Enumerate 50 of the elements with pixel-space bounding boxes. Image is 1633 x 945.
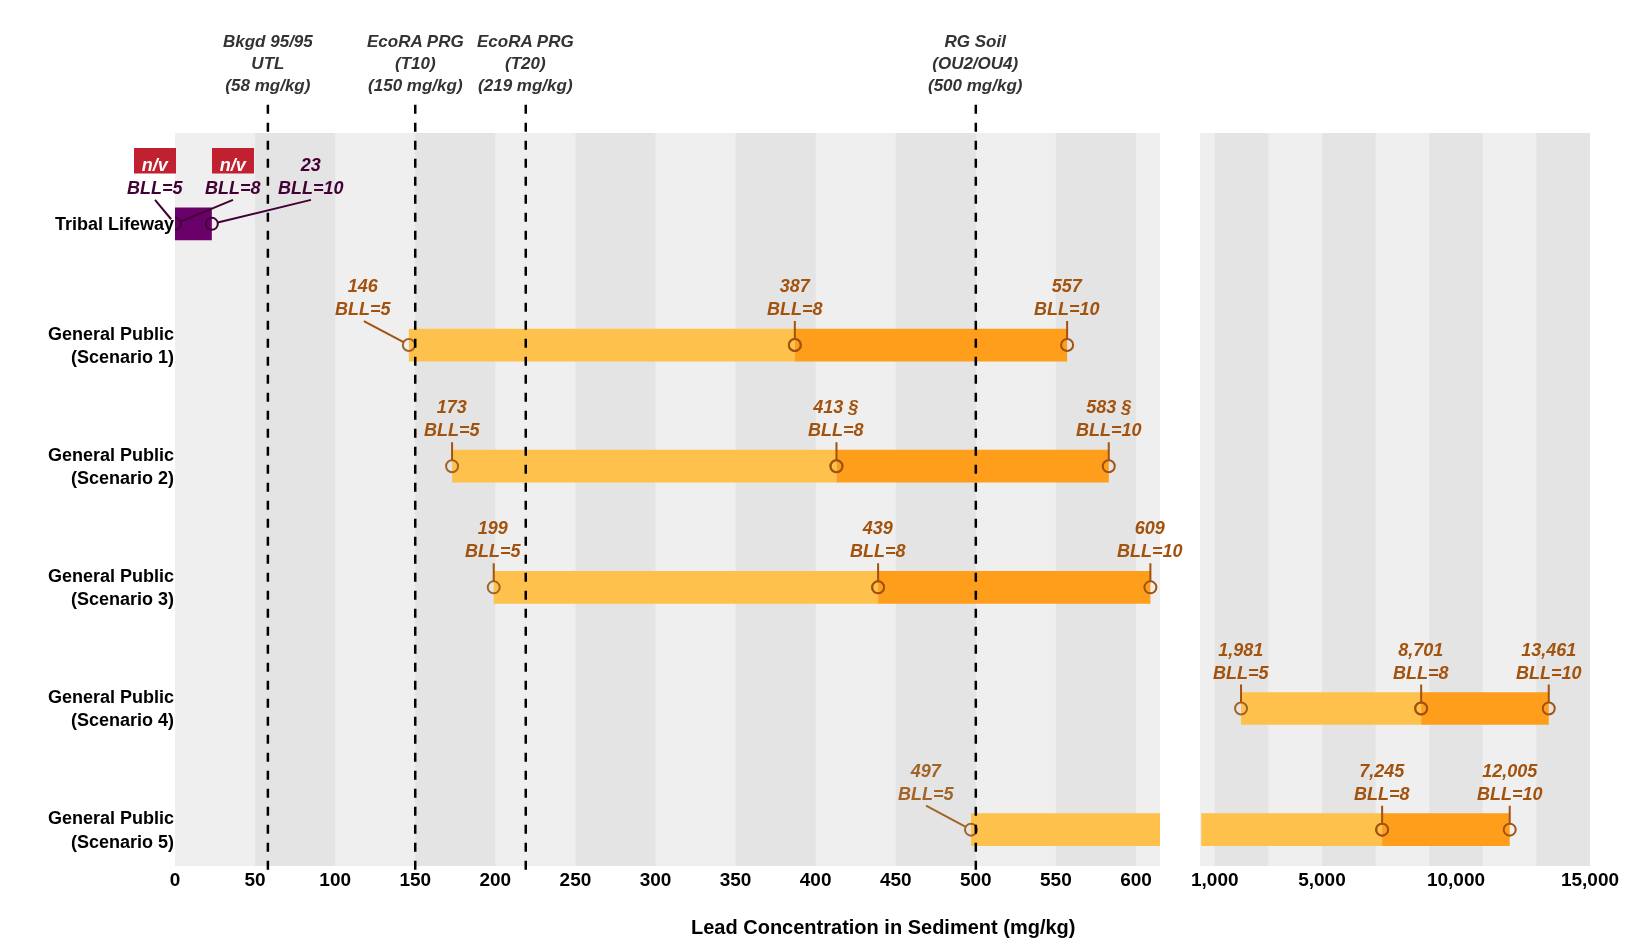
annotation: 13,461 BLL=10 — [1516, 640, 1582, 684]
x-tick-label: 450 — [879, 869, 912, 890]
x-axis-title: Lead Concentration in Sediment (mg/kg) — [691, 916, 1076, 938]
y-tick-label: General Public (Scenario 2) — [47, 444, 174, 489]
bar — [1421, 692, 1549, 725]
x-tick-label: 200 — [479, 869, 512, 890]
y-tick-label: General Public (Scenario 5) — [47, 808, 174, 852]
annotation: 1,981 BLL=5 — [1213, 640, 1270, 684]
annotation: n/v BLL=8 — [205, 155, 261, 199]
x-tick-label: 100 — [319, 869, 352, 890]
annotation: 413 § BLL=8 — [808, 397, 864, 441]
x-tick-label: 250 — [559, 869, 592, 890]
x-tick-label: 5,000 — [1298, 869, 1346, 890]
annotation: 8,701 BLL=8 — [1393, 640, 1449, 684]
annotation: 497 BLL=5 — [898, 761, 955, 805]
annotation: 439 BLL=8 — [850, 518, 906, 562]
x-tick-label: 50 — [244, 869, 266, 890]
x-tick-label: 500 — [959, 869, 992, 890]
annotation: 609 BLL=10 — [1117, 518, 1183, 562]
annotation: 387 BLL=8 — [767, 276, 823, 320]
x-tick-label: 550 — [1040, 869, 1072, 890]
ref-line-label: RG Soil (OU2/OU4) (500 mg/kg) — [928, 32, 1023, 96]
bar — [1241, 692, 1422, 725]
x-tick-label: 0 — [169, 869, 181, 890]
x-tick-label: 350 — [719, 869, 752, 890]
x-tick-label: 15,000 — [1560, 869, 1620, 890]
annotation: 583 § BLL=10 — [1076, 397, 1142, 441]
x-tick-label: 300 — [639, 869, 672, 890]
annotation: 12,005 BLL=10 — [1477, 761, 1543, 805]
x-tick-label: 600 — [1120, 869, 1152, 890]
x-tick-label: 400 — [799, 869, 832, 890]
annotation: n/v BLL=5 — [127, 155, 184, 199]
x-tick-label: 150 — [399, 869, 432, 890]
y-tick-label: General Public (Scenario 3) — [47, 565, 174, 610]
ref-line-label: EcoRA PRG (T10) (150 mg/kg) — [367, 32, 464, 96]
ref-line-label: EcoRA PRG (T20) (219 mg/kg) — [477, 32, 574, 96]
y-tick-label: General Public (Scenario 1) — [47, 323, 174, 368]
x-tick-label: 1,000 — [1190, 869, 1239, 890]
annotation: 146 BLL=5 — [335, 276, 392, 320]
annotation: 7,245 BLL=8 — [1354, 761, 1410, 805]
bar — [1201, 813, 1383, 847]
y-tick-label: Tribal Lifeway — [54, 214, 174, 235]
annotation: 199 BLL=5 — [465, 518, 522, 562]
x-tick-label: 10,000 — [1426, 869, 1486, 890]
bar — [1382, 813, 1510, 847]
annotation: 23 BLL=10 — [278, 155, 344, 199]
y-tick-label: General Public (Scenario 4) — [47, 687, 174, 731]
annotation: 173 BLL=5 — [424, 397, 481, 441]
ref-line-label: Bkgd 95/95 UTL (58 mg/kg) — [223, 32, 314, 96]
annotation: 557 BLL=10 — [1034, 276, 1100, 320]
